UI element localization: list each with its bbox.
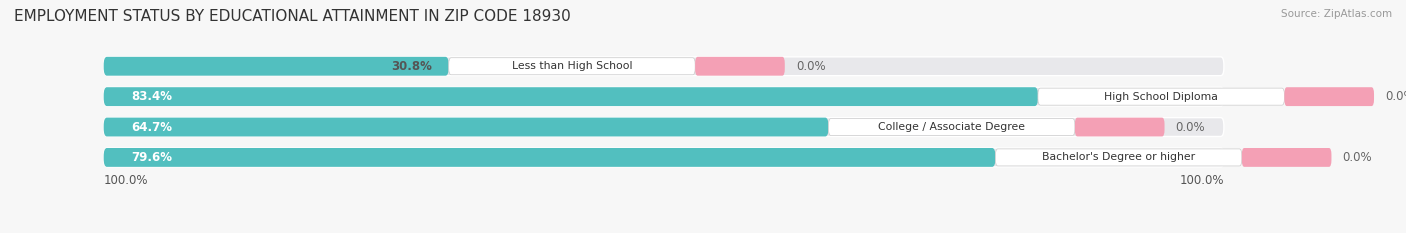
Text: College / Associate Degree: College / Associate Degree (879, 122, 1025, 132)
FancyBboxPatch shape (1038, 88, 1285, 105)
FancyBboxPatch shape (1285, 87, 1374, 106)
FancyBboxPatch shape (104, 148, 1223, 167)
Text: Bachelor's Degree or higher: Bachelor's Degree or higher (1042, 152, 1195, 162)
FancyBboxPatch shape (104, 87, 1038, 106)
FancyBboxPatch shape (1241, 148, 1331, 167)
FancyBboxPatch shape (104, 148, 995, 167)
Text: 0.0%: 0.0% (1343, 151, 1372, 164)
Text: 100.0%: 100.0% (104, 174, 148, 187)
Text: 83.4%: 83.4% (132, 90, 173, 103)
FancyBboxPatch shape (104, 57, 449, 76)
Text: 0.0%: 0.0% (1175, 120, 1205, 134)
Text: Source: ZipAtlas.com: Source: ZipAtlas.com (1281, 9, 1392, 19)
Text: 0.0%: 0.0% (796, 60, 825, 73)
Text: EMPLOYMENT STATUS BY EDUCATIONAL ATTAINMENT IN ZIP CODE 18930: EMPLOYMENT STATUS BY EDUCATIONAL ATTAINM… (14, 9, 571, 24)
FancyBboxPatch shape (449, 58, 695, 75)
FancyBboxPatch shape (104, 118, 828, 137)
FancyBboxPatch shape (828, 119, 1076, 136)
Text: 30.8%: 30.8% (391, 60, 432, 73)
Text: 64.7%: 64.7% (132, 120, 173, 134)
Text: 100.0%: 100.0% (1180, 174, 1223, 187)
Text: Less than High School: Less than High School (512, 61, 633, 71)
FancyBboxPatch shape (104, 87, 1223, 106)
FancyBboxPatch shape (104, 57, 1223, 76)
Text: High School Diploma: High School Diploma (1104, 92, 1218, 102)
Text: 79.6%: 79.6% (132, 151, 173, 164)
FancyBboxPatch shape (104, 118, 1223, 137)
Text: 0.0%: 0.0% (1385, 90, 1406, 103)
FancyBboxPatch shape (695, 57, 785, 76)
FancyBboxPatch shape (1076, 118, 1164, 137)
FancyBboxPatch shape (995, 149, 1241, 166)
